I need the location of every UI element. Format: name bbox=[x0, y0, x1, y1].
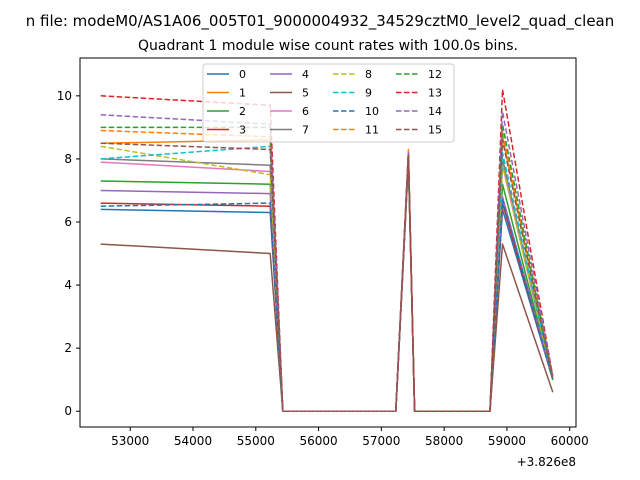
legend-label-4: 4 bbox=[302, 68, 309, 81]
y-tick-label: 4 bbox=[64, 278, 72, 292]
legend-label-1: 1 bbox=[239, 87, 246, 100]
legend-label-12: 12 bbox=[428, 68, 442, 81]
legend-label-11: 11 bbox=[365, 124, 379, 137]
x-tick-label: 58000 bbox=[425, 434, 463, 448]
x-tick-label: 53000 bbox=[111, 434, 149, 448]
x-tick-label: 56000 bbox=[299, 434, 337, 448]
legend-label-13: 13 bbox=[428, 87, 442, 100]
y-axis: 0 2 4 6 8 10 bbox=[57, 89, 80, 418]
series-line-15 bbox=[100, 139, 554, 412]
x-tick-label: 57000 bbox=[362, 434, 400, 448]
legend-label-9: 9 bbox=[365, 87, 372, 100]
legend-label-0: 0 bbox=[239, 68, 246, 81]
legend-frame bbox=[202, 63, 455, 143]
x-tick-label: 59000 bbox=[488, 434, 526, 448]
y-tick-label: 6 bbox=[64, 215, 72, 229]
x-tick-label: 55000 bbox=[237, 434, 275, 448]
legend-label-8: 8 bbox=[365, 68, 372, 81]
legend-label-5: 5 bbox=[302, 87, 309, 100]
y-tick-label: 10 bbox=[57, 89, 72, 103]
legend-label-6: 6 bbox=[302, 105, 309, 118]
legend-label-10: 10 bbox=[365, 105, 379, 118]
legend-label-3: 3 bbox=[239, 124, 246, 137]
chart-title: Quadrant 1 module wise count rates with … bbox=[138, 38, 518, 54]
x-tick-label: 54000 bbox=[174, 434, 212, 448]
legend-label-7: 7 bbox=[302, 124, 309, 137]
x-offset-label: +3.826e8 bbox=[517, 455, 576, 469]
legend-label-14: 14 bbox=[428, 105, 442, 118]
y-tick-label: 2 bbox=[64, 341, 72, 355]
y-tick-label: 0 bbox=[64, 404, 72, 418]
y-tick-label: 8 bbox=[64, 152, 72, 166]
legend-label-2: 2 bbox=[239, 105, 246, 118]
axes-frame bbox=[79, 57, 577, 428]
x-tick-label: 60000 bbox=[551, 434, 589, 448]
legend-label-15: 15 bbox=[428, 124, 442, 137]
x-axis: 53000 54000 55000 56000 57000 58000 59000 60000 bbox=[111, 427, 589, 448]
figure-suptitle: n file: modeM0/AS1A06_005T01_9000004932_… bbox=[26, 12, 615, 31]
series-line-14 bbox=[100, 110, 554, 412]
plot-area bbox=[79, 57, 577, 428]
